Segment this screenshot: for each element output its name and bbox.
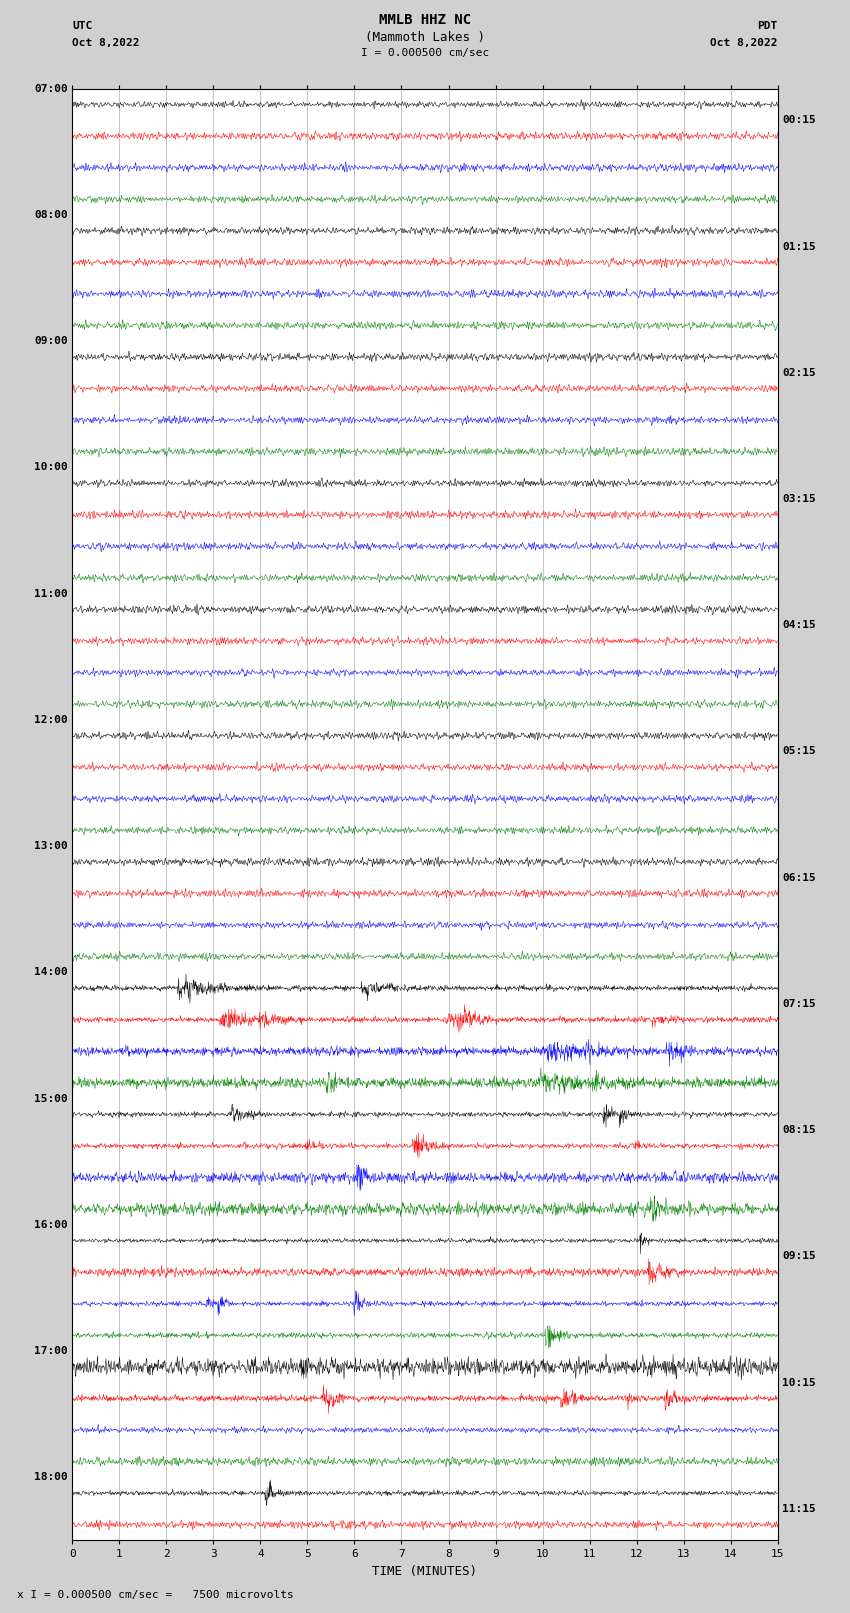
Text: 14:00: 14:00 [34, 968, 68, 977]
Text: 05:15: 05:15 [782, 747, 816, 756]
Text: 12:00: 12:00 [34, 715, 68, 724]
Text: 08:15: 08:15 [782, 1126, 816, 1136]
Text: 18:00: 18:00 [34, 1473, 68, 1482]
Text: 11:15: 11:15 [782, 1503, 816, 1515]
Text: 10:00: 10:00 [34, 463, 68, 473]
Text: 06:15: 06:15 [782, 873, 816, 882]
Text: 03:15: 03:15 [782, 494, 816, 503]
Text: 11:00: 11:00 [34, 589, 68, 598]
Text: Oct 8,2022: Oct 8,2022 [711, 39, 778, 48]
Text: 00:15: 00:15 [782, 115, 816, 126]
Text: 09:00: 09:00 [34, 336, 68, 347]
Text: UTC: UTC [72, 21, 93, 31]
Text: 02:15: 02:15 [782, 368, 816, 377]
Text: 16:00: 16:00 [34, 1219, 68, 1229]
Text: 08:00: 08:00 [34, 210, 68, 219]
Text: 01:15: 01:15 [782, 242, 816, 252]
Text: 17:00: 17:00 [34, 1347, 68, 1357]
Text: 10:15: 10:15 [782, 1378, 816, 1387]
X-axis label: TIME (MINUTES): TIME (MINUTES) [372, 1565, 478, 1578]
Text: 15:00: 15:00 [34, 1094, 68, 1103]
Text: 07:00: 07:00 [34, 84, 68, 94]
Text: 09:15: 09:15 [782, 1252, 816, 1261]
Text: MMLB HHZ NC: MMLB HHZ NC [379, 13, 471, 27]
Text: 07:15: 07:15 [782, 998, 816, 1008]
Text: PDT: PDT [757, 21, 778, 31]
Text: Oct 8,2022: Oct 8,2022 [72, 39, 139, 48]
Text: I = 0.000500 cm/sec: I = 0.000500 cm/sec [361, 48, 489, 58]
Text: 13:00: 13:00 [34, 840, 68, 852]
Text: (Mammoth Lakes ): (Mammoth Lakes ) [365, 31, 485, 44]
Text: x I = 0.000500 cm/sec =   7500 microvolts: x I = 0.000500 cm/sec = 7500 microvolts [17, 1590, 294, 1600]
Text: 04:15: 04:15 [782, 621, 816, 631]
